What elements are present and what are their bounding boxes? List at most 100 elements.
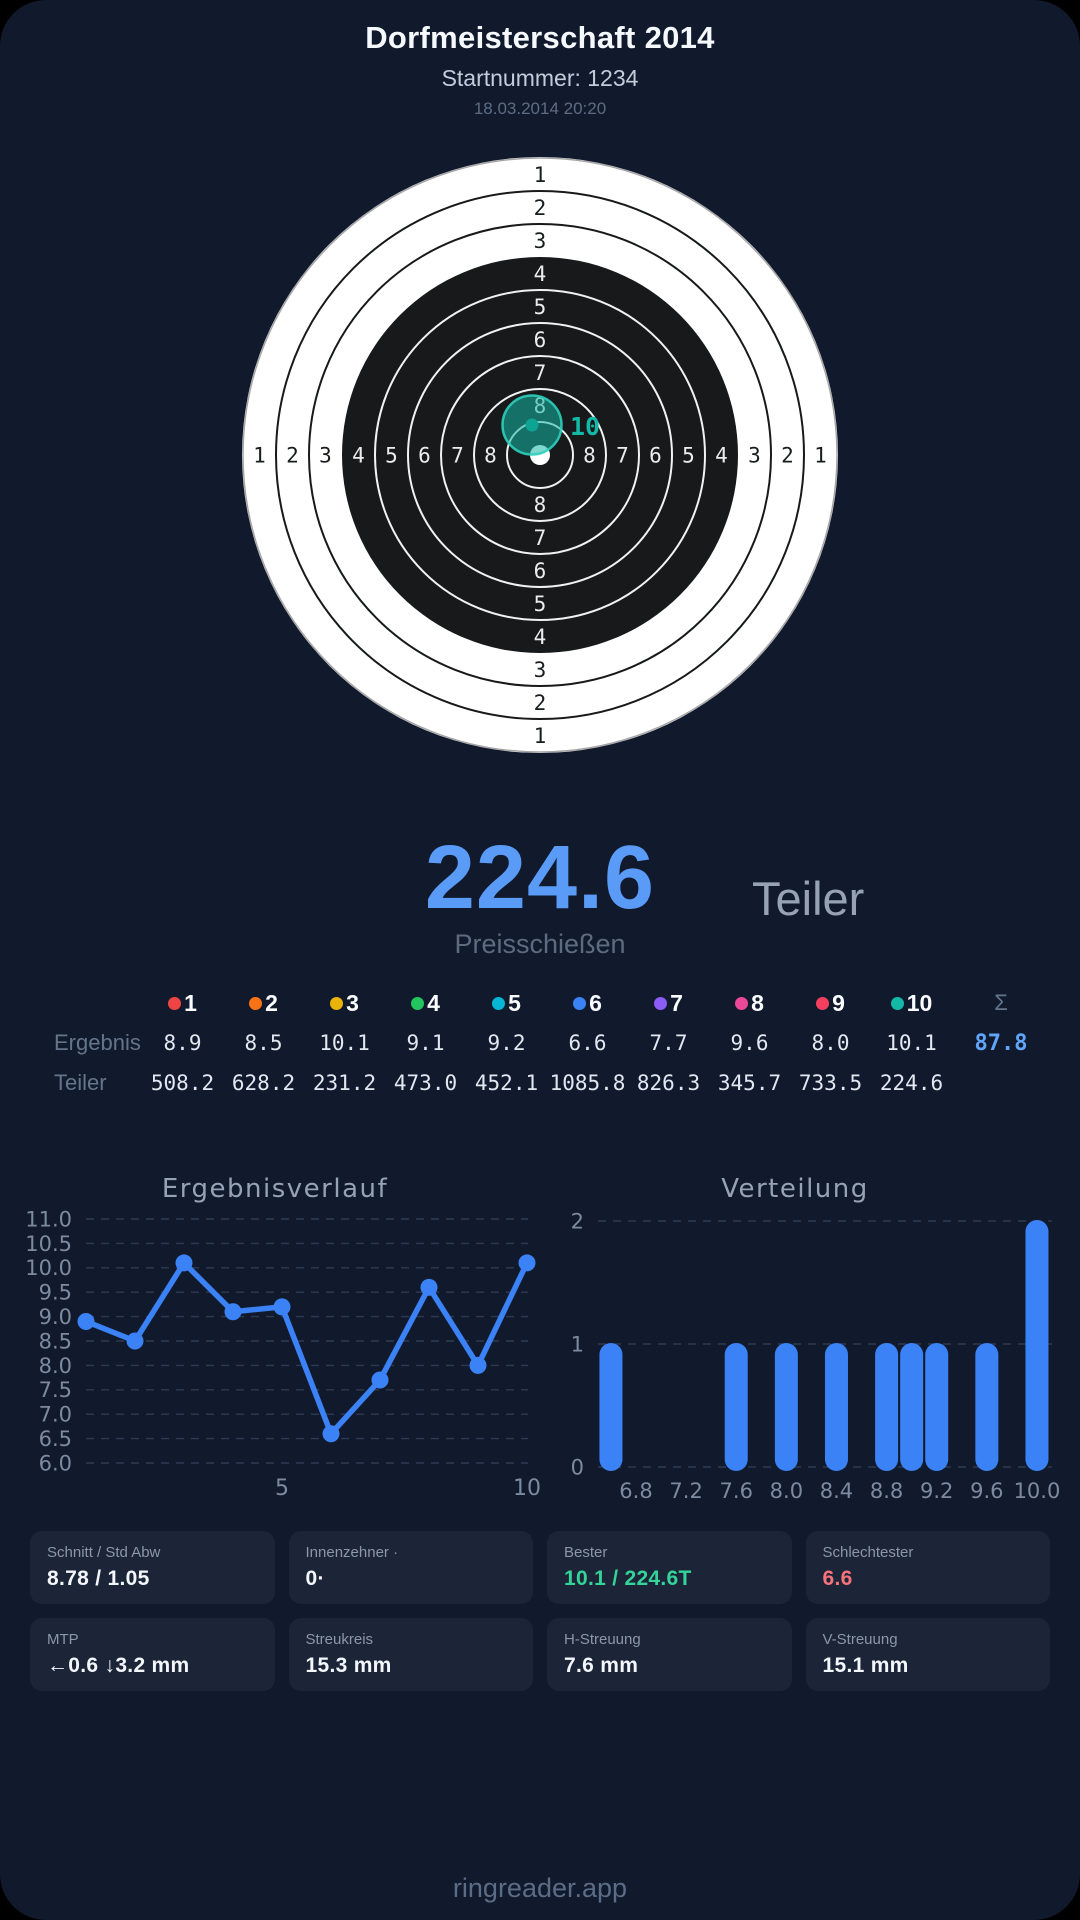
teiler-value: 473.0 — [393, 1071, 458, 1095]
svg-text:1: 1 — [814, 444, 827, 468]
line-chart-title: Ergebnisverlauf — [162, 1174, 388, 1204]
shot-column-header: 3 — [304, 983, 385, 1023]
stat-label: Schnitt / Std Abw — [47, 1544, 161, 1561]
shot-number: 10 — [906, 989, 933, 1016]
svg-text:5: 5 — [534, 295, 547, 319]
svg-text:3: 3 — [534, 658, 547, 682]
session-datetime: 18.03.2014 20:20 — [473, 99, 607, 118]
teiler-value: 508.2 — [150, 1071, 215, 1095]
shot-color-dot — [890, 996, 904, 1010]
ring-numbers: 11112222333344445555666677778888 — [253, 163, 827, 748]
shot-number: 3 — [346, 989, 359, 1016]
svg-text:10.5: 10.5 — [25, 1232, 72, 1256]
histogram-bar — [900, 1343, 924, 1471]
charts-section: Ergebnisverlauf 11.0 10.5 10.0 9.5 9.0 8.5 8.0 7… — [20, 1155, 1060, 1505]
brand-link[interactable]: ringreader.app — [452, 1873, 628, 1903]
svg-text:5: 5 — [385, 444, 398, 468]
score-section: 224.6 Preisschießen Teiler — [0, 833, 1080, 967]
histogram-bar — [975, 1343, 999, 1471]
svg-text:1: 1 — [571, 1332, 584, 1356]
teiler-row-label: Teiler — [54, 1070, 107, 1095]
svg-text:10: 10 — [513, 1476, 540, 1501]
svg-text:0: 0 — [571, 1455, 584, 1479]
shot-column-header: 2 — [223, 983, 304, 1023]
ergebnis-value: 9.2 — [487, 1031, 526, 1055]
svg-text:6.5: 6.5 — [39, 1427, 72, 1451]
shot-color-dot — [411, 996, 425, 1010]
stat-card: Schlechtester 6.6 — [805, 1531, 1050, 1604]
ergebnis-value: 10.1 — [886, 1031, 937, 1055]
shot-column-header: 8 — [709, 983, 790, 1023]
svg-text:9.0: 9.0 — [39, 1305, 72, 1329]
svg-text:1: 1 — [534, 724, 547, 748]
stat-value: 8.78 / 1.05 — [47, 1567, 150, 1590]
svg-text:7.2: 7.2 — [669, 1479, 702, 1503]
shot-column-header: 5 — [466, 983, 547, 1023]
svg-text:11.0: 11.0 — [25, 1207, 72, 1231]
svg-text:2: 2 — [534, 196, 547, 220]
stat-card: MTP ←0.6 ↓3.2 mm — [30, 1618, 275, 1691]
svg-text:3: 3 — [748, 444, 761, 468]
svg-text:2: 2 — [286, 444, 299, 468]
svg-text:7: 7 — [534, 361, 547, 385]
svg-text:8: 8 — [534, 493, 547, 517]
ergebnis-value: 7.7 — [649, 1031, 688, 1055]
teiler-value: 224.6 — [879, 1071, 944, 1095]
ergebnis-value: 8.9 — [163, 1031, 202, 1055]
stat-card: Innenzehner · 0· — [288, 1531, 533, 1604]
svg-text:8: 8 — [583, 444, 596, 468]
svg-text:8.0: 8.0 — [770, 1479, 803, 1503]
svg-text:2: 2 — [534, 691, 547, 715]
line-marker — [77, 1312, 95, 1330]
teiler-value: 231.2 — [312, 1071, 377, 1095]
svg-text:7: 7 — [534, 526, 547, 550]
svg-text:7: 7 — [616, 444, 629, 468]
svg-text:6: 6 — [649, 444, 662, 468]
histogram-bar — [824, 1343, 848, 1471]
svg-text:3: 3 — [319, 444, 332, 468]
stat-card: H-Streuung 7.6 mm — [547, 1618, 792, 1691]
report-header: Dorfmeisterschaft 2014 Startnummer: 1234… — [0, 0, 1080, 119]
teiler-sum-empty — [952, 1063, 1050, 1103]
teiler-value: 345.7 — [717, 1071, 782, 1095]
shot-color-dot — [654, 996, 668, 1010]
stat-label: Innenzehner · — [305, 1544, 399, 1561]
line-marker — [469, 1356, 487, 1374]
ergebnisverlauf-line-chart: Ergebnisverlauf11.010.510.09.59.08.58.07… — [25, 1174, 540, 1501]
line-marker — [420, 1278, 438, 1296]
stat-value: 7.6 mm — [564, 1654, 639, 1677]
line-marker — [126, 1332, 144, 1350]
shot-number: 2 — [265, 989, 278, 1016]
app-footer: ringreader.app — [0, 1873, 1080, 1904]
svg-text:9.2: 9.2 — [920, 1479, 953, 1503]
shot-column-header: 9 — [790, 983, 871, 1023]
histogram-bar — [774, 1343, 798, 1471]
target-diagram: 1111222233334444555566667777888810 — [242, 157, 838, 753]
shot-color-dot — [492, 996, 506, 1010]
start-number: Startnummer: 1234 — [441, 65, 639, 91]
shot-column-header: 4 — [385, 983, 466, 1023]
results-corner — [30, 983, 142, 1023]
stat-value: ←0.6 ↓3.2 mm — [47, 1654, 190, 1677]
line-marker — [518, 1254, 536, 1272]
histogram-bar — [925, 1343, 949, 1471]
shot-color-dot — [330, 996, 344, 1010]
svg-text:4: 4 — [534, 262, 547, 286]
stat-label: MTP — [47, 1631, 79, 1648]
svg-text:6: 6 — [418, 444, 431, 468]
stat-label: V-Streuung — [822, 1631, 898, 1648]
ergebnis-sum-value: 87.8 — [974, 1030, 1028, 1056]
svg-text:1: 1 — [534, 163, 547, 187]
svg-text:4: 4 — [534, 625, 547, 649]
svg-text:8.8: 8.8 — [870, 1479, 903, 1503]
stat-label: Bester — [564, 1544, 608, 1561]
svg-text:8.4: 8.4 — [820, 1479, 853, 1503]
svg-text:10.0: 10.0 — [1014, 1479, 1060, 1503]
line-series — [83, 1260, 530, 1437]
shot-color-dot — [573, 996, 587, 1010]
svg-text:3: 3 — [534, 229, 547, 253]
stat-label: Streukreis — [305, 1631, 374, 1648]
line-marker — [322, 1425, 340, 1443]
stat-label: H-Streuung — [564, 1631, 641, 1648]
bar-chart-title: Verteilung — [721, 1174, 869, 1204]
